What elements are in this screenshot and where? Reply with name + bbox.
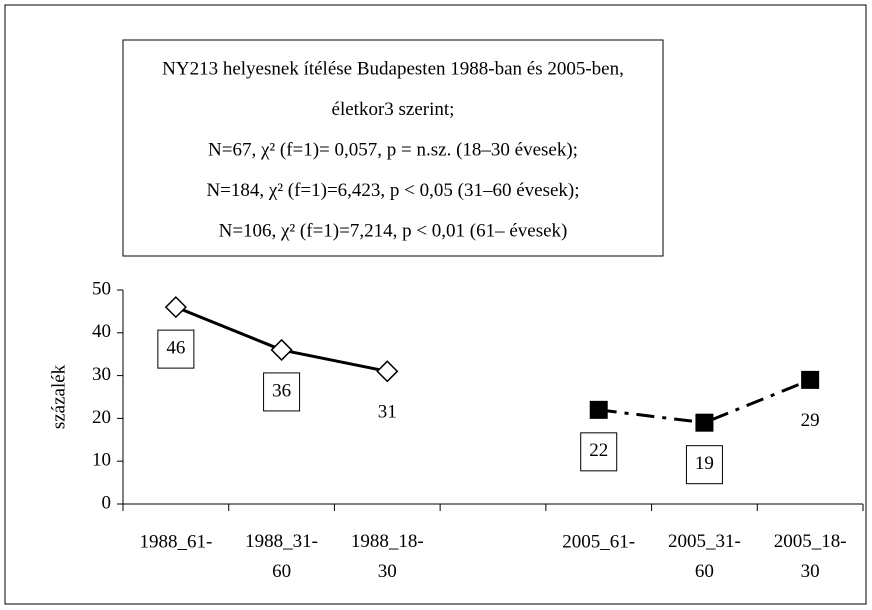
point-marker xyxy=(589,400,608,419)
x-tick-label: 2005_18- 30 xyxy=(774,531,847,582)
x-tick-label: 1988_61- xyxy=(139,531,212,552)
x-tick-label-line: 1988_18- xyxy=(351,531,424,552)
title-line: N=67, χ² (f=1)= 0,057, p = n.sz. (18–30 … xyxy=(208,139,578,160)
title-line: életkor3 szerint; xyxy=(332,99,455,120)
data-label: 31 xyxy=(378,402,397,423)
x-tick-label-line: 60 xyxy=(695,561,714,582)
y-tick-label: 0 xyxy=(102,492,112,513)
y-tick-label: 10 xyxy=(92,450,111,471)
x-tick-label-line: 1988_31- xyxy=(245,531,318,552)
y-axis-label: százalék xyxy=(48,364,69,429)
x-tick-label: 2005_31- 60 xyxy=(668,531,741,582)
x-tick-label: 1988_18- 30 xyxy=(351,531,424,582)
x-tick-label: 2005_61- xyxy=(562,531,635,552)
title-line: NY213 helyesnek ítélése Budapesten 1988-… xyxy=(162,58,624,79)
title-line: N=184, χ² (f=1)=6,423, p < 0,05 (31–60 é… xyxy=(206,180,579,201)
x-tick-label-line: 30 xyxy=(801,561,820,582)
point-marker xyxy=(376,360,399,383)
title-line: N=106, χ² (f=1)=7,214, p < 0,01 (61– éve… xyxy=(219,220,568,241)
data-label: 19 xyxy=(695,453,714,474)
x-tick-label-line: 2005_18- xyxy=(774,531,847,552)
data-label-box xyxy=(157,329,195,369)
point-marker xyxy=(801,370,820,389)
y-tick-label: 50 xyxy=(92,278,111,299)
x-tick-label-line: 60 xyxy=(272,561,291,582)
title-box xyxy=(122,39,664,257)
x-tick-label: 1988_31- 60 xyxy=(245,531,318,582)
data-label: 46 xyxy=(166,337,185,358)
data-label: 36 xyxy=(272,380,291,401)
x-tick-label-line: 2005_31- xyxy=(668,531,741,552)
y-tick-label: 20 xyxy=(92,407,111,428)
point-marker xyxy=(270,338,293,361)
point-marker xyxy=(695,413,714,432)
data-label: 22 xyxy=(589,440,608,461)
y-tick-label: 40 xyxy=(92,321,111,342)
data-label-box xyxy=(580,432,618,472)
data-label-box xyxy=(263,372,301,412)
data-label-box xyxy=(685,445,723,485)
data-label: 29 xyxy=(801,410,820,431)
point-marker xyxy=(164,296,187,319)
y-tick-label: 30 xyxy=(92,364,111,385)
x-tick-label-line: 30 xyxy=(378,561,397,582)
